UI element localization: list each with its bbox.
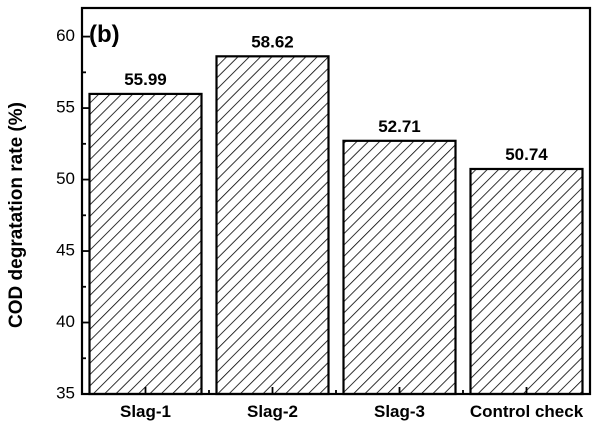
- x-tick-label: Slag-1: [120, 402, 171, 421]
- data-labels-layer: 55.99 58.62 52.71 50.74: [124, 32, 548, 164]
- x-axis: Slag-1 Slag-2 Slag-3 Control check: [120, 387, 584, 421]
- bar: [215, 55, 330, 396]
- y-tick-label: 45: [56, 241, 75, 260]
- data-label: 55.99: [124, 70, 167, 89]
- y-tick-label: 60: [56, 26, 75, 45]
- y-tick-label: 50: [56, 169, 75, 188]
- plot-frame: [80, 6, 592, 396]
- y-tick-label: 55: [56, 98, 75, 117]
- y-axis-label: COD degratation rate (%): [6, 102, 27, 328]
- bar: [88, 92, 203, 396]
- bar: [342, 139, 457, 396]
- x-tick-label: Control check: [470, 402, 584, 421]
- y-axis: 35 40 45 50 55 60: [56, 26, 90, 402]
- data-label: 52.71: [378, 117, 421, 136]
- x-tick-label: Slag-2: [247, 402, 298, 421]
- bar: [469, 167, 584, 396]
- y-tick-label: 35: [56, 383, 75, 402]
- data-label: 50.74: [505, 145, 548, 164]
- bars-layer: [88, 55, 584, 396]
- y-tick-label: 40: [56, 312, 75, 331]
- panel-label: (b): [89, 21, 120, 48]
- data-label: 58.62: [251, 32, 294, 51]
- x-tick-label: Slag-3: [374, 402, 425, 421]
